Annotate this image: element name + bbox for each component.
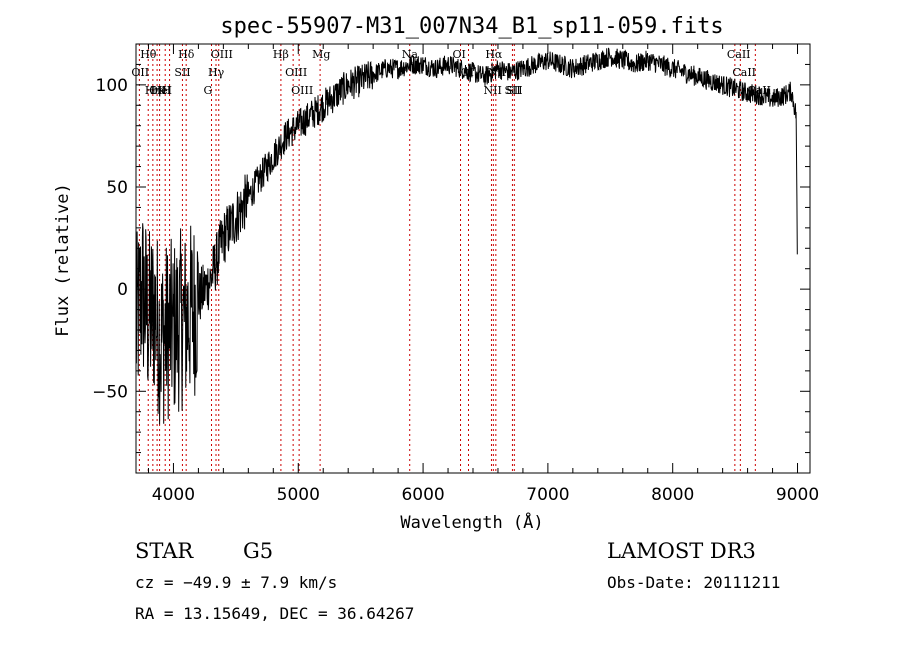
x-tick-label: 6000 [401, 485, 444, 505]
line-label: OIII [285, 66, 307, 79]
survey-name: LAMOST DR3 [607, 539, 756, 563]
flux-series-line [136, 48, 797, 425]
line-markers [139, 44, 755, 473]
y-axis-label: Flux (relative) [53, 183, 73, 337]
x-axis-ticks: 4000 5000 6000 7000 8000 9000 [148, 44, 819, 505]
line-label: Hγ [208, 66, 225, 79]
y-tick-label: 0 [117, 280, 128, 300]
y-axis-ticks: −50 0 50 100 [92, 64, 810, 452]
y-tick-label: −50 [92, 382, 128, 402]
line-label: OII [131, 66, 149, 79]
object-subclass: G5 [243, 539, 273, 563]
line-label: OI [453, 48, 466, 61]
chart-title: spec-55907-M31_007N34_B1_sp11-059.fits [220, 14, 723, 39]
line-label: Hα [485, 48, 503, 61]
line-label: OIII [291, 84, 313, 97]
line-label: Mg [312, 48, 330, 61]
line-label: CaII [727, 48, 751, 61]
y-tick-label: 50 [106, 178, 128, 198]
x-tick-label: 8000 [651, 485, 694, 505]
line-label: OIII [211, 48, 233, 61]
spectrum-chart: spec-55907-M31_007N34_B1_sp11-059.fits H… [0, 0, 900, 649]
y-tick-label: 100 [96, 76, 128, 96]
obs-date: Obs-Date: 20111211 [607, 573, 780, 592]
line-label: Hθ [140, 48, 157, 61]
x-tick-label: 7000 [526, 485, 569, 505]
x-tick-label: 5000 [277, 485, 320, 505]
object-class: STAR [135, 539, 194, 563]
coordinates: RA = 13.15649, DEC = 36.64267 [135, 604, 414, 623]
x-axis-label: Wavelength (Å) [400, 511, 543, 533]
redshift-value: cz = −49.9 ± 7.9 km/s [135, 573, 337, 592]
line-label: SII [174, 66, 190, 79]
plot-frame [136, 44, 810, 473]
x-tick-label: 9000 [776, 485, 819, 505]
line-label: Hβ [273, 48, 289, 61]
line-label: SII [506, 84, 522, 97]
line-label: G [204, 84, 213, 97]
line-label: NII [483, 84, 501, 97]
line-label: CaII [732, 66, 756, 79]
line-label: Hδ [178, 48, 195, 61]
line-label: H [162, 84, 172, 97]
x-tick-label: 4000 [152, 485, 195, 505]
